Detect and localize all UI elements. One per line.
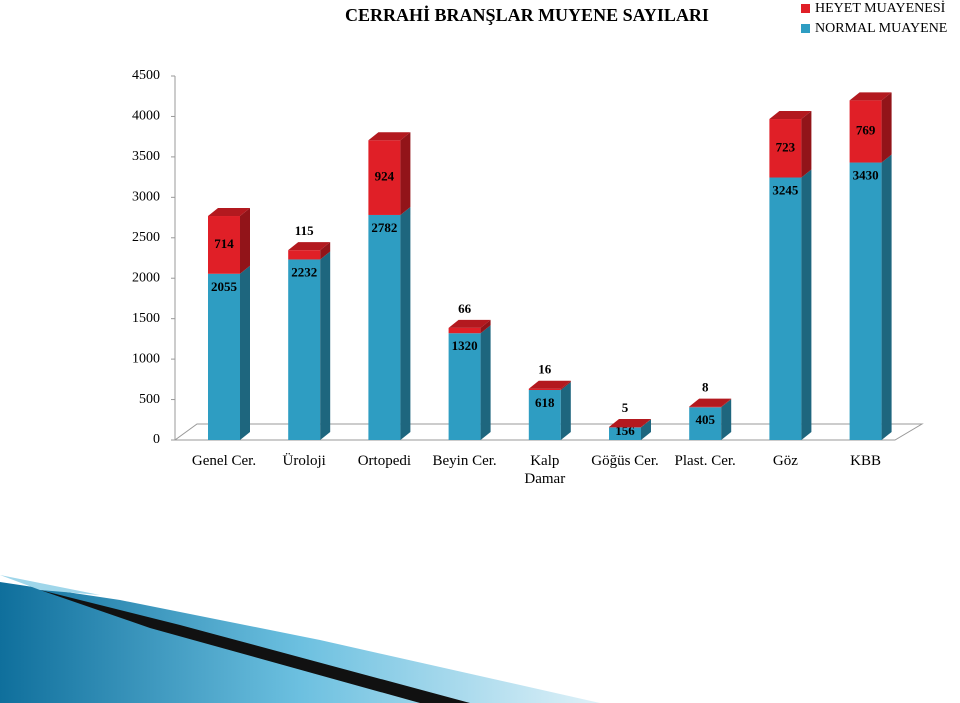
bar-side bbox=[480, 325, 491, 440]
bar-side bbox=[641, 418, 651, 428]
x-tick-label: Kalp Damar bbox=[524, 453, 566, 487]
value-label: 618 bbox=[535, 395, 555, 410]
bar-front bbox=[689, 406, 722, 408]
value-label: 8 bbox=[702, 380, 709, 395]
bar-front bbox=[448, 327, 481, 334]
bar-front bbox=[528, 390, 561, 440]
bar-top bbox=[528, 380, 571, 389]
bar-top bbox=[769, 111, 812, 120]
bar-top bbox=[609, 418, 651, 427]
value-label: 3430 bbox=[853, 168, 879, 183]
decor-stripe bbox=[40, 590, 470, 703]
value-label: 3245 bbox=[772, 182, 799, 197]
value-label: 723 bbox=[776, 139, 796, 154]
decor-swoosh bbox=[0, 582, 600, 703]
bar-side bbox=[320, 251, 331, 440]
value-label: 769 bbox=[856, 122, 876, 137]
bar-front bbox=[448, 333, 481, 440]
bar-front bbox=[609, 427, 641, 440]
bar-top bbox=[689, 398, 732, 407]
decor-swoosh-light bbox=[0, 575, 100, 595]
value-label: 2055 bbox=[211, 279, 238, 294]
bar-side bbox=[721, 398, 732, 408]
bar-side bbox=[641, 419, 651, 440]
value-label: 714 bbox=[214, 236, 234, 251]
floor bbox=[173, 423, 924, 441]
x-tick-label: KBB bbox=[850, 453, 882, 469]
bar-front bbox=[208, 273, 240, 440]
y-tick-label: 0 bbox=[153, 432, 160, 447]
bar-side bbox=[400, 132, 411, 215]
bar-front bbox=[769, 119, 802, 178]
x-tick-label: Ortopedi bbox=[357, 453, 412, 469]
x-tick-label: Genel Cer. bbox=[191, 453, 257, 469]
bar-top bbox=[208, 208, 250, 217]
bar-side bbox=[881, 92, 892, 163]
y-tick-label: 1000 bbox=[132, 351, 160, 366]
value-label: 405 bbox=[695, 412, 715, 427]
legend-swatch bbox=[801, 4, 810, 13]
value-label: 16 bbox=[538, 362, 552, 377]
bar-front bbox=[769, 177, 802, 440]
value-label: 924 bbox=[375, 169, 395, 184]
y-tick-label: 4500 bbox=[132, 68, 160, 83]
value-label: 115 bbox=[295, 223, 314, 238]
chart-title: CERRAHİ BRANŞLAR MUYENE SAYILARI bbox=[345, 5, 709, 25]
bar-front bbox=[288, 259, 321, 440]
value-label: 5 bbox=[622, 400, 629, 415]
bar-side bbox=[801, 169, 812, 440]
x-tick-label: Göz bbox=[772, 453, 798, 469]
legend-label: NORMAL MUAYENE bbox=[815, 21, 947, 36]
legend-swatch bbox=[801, 24, 810, 33]
bar-side bbox=[240, 208, 250, 274]
value-label: 1320 bbox=[452, 338, 478, 353]
bar-front bbox=[368, 214, 401, 440]
bar-top bbox=[448, 319, 491, 328]
bar-side bbox=[881, 154, 892, 440]
y-tick-label: 500 bbox=[139, 392, 160, 407]
bar-top bbox=[849, 92, 892, 101]
value-label: 66 bbox=[458, 301, 472, 316]
y-tick-label: 1500 bbox=[132, 311, 160, 326]
bar-side bbox=[320, 242, 331, 260]
x-tick-label: Beyin Cer. bbox=[432, 453, 497, 469]
bar-front bbox=[288, 250, 321, 260]
bar-front bbox=[849, 100, 882, 163]
bar-side bbox=[560, 380, 571, 391]
y-tick-label: 4000 bbox=[132, 109, 160, 124]
bar-side bbox=[801, 111, 812, 178]
bar-front bbox=[528, 388, 561, 391]
bar-side bbox=[400, 206, 411, 440]
bar-front bbox=[689, 407, 722, 440]
bar-side bbox=[240, 265, 250, 440]
y-tick-label: 3500 bbox=[132, 149, 160, 164]
y-tick-label: 2500 bbox=[132, 230, 160, 245]
x-tick-label: Üroloji bbox=[282, 453, 326, 469]
x-tick-label: Göğüs Cer. bbox=[591, 453, 659, 469]
bar-front bbox=[208, 216, 240, 274]
x-tick-label: Plast. Cer. bbox=[674, 453, 736, 469]
y-tick-label: 2000 bbox=[132, 270, 160, 285]
bar-side bbox=[560, 382, 571, 440]
value-label: 2232 bbox=[291, 264, 317, 279]
bar-front bbox=[849, 162, 882, 440]
y-tick-label: 3000 bbox=[132, 190, 160, 205]
value-label: 2782 bbox=[371, 220, 397, 235]
bar-top bbox=[288, 242, 331, 251]
bar-front bbox=[368, 140, 401, 215]
bar-side bbox=[480, 319, 491, 334]
legend-label: HEYET MUAYENESİ bbox=[815, 0, 946, 16]
bar-top bbox=[368, 132, 411, 141]
bar-side bbox=[721, 399, 732, 440]
